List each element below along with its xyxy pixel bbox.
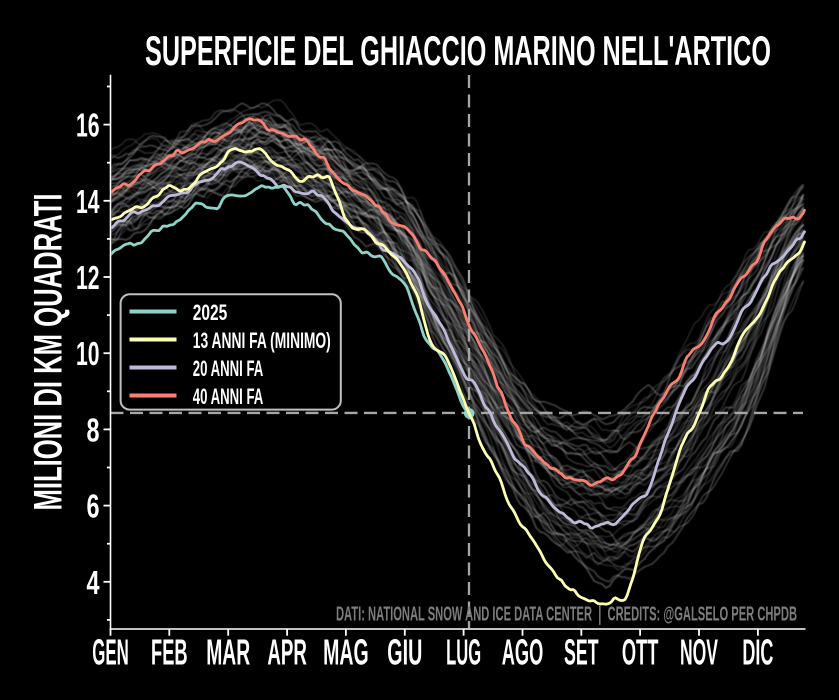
svg-text:20 ANNI FA: 20 ANNI FA — [193, 356, 263, 381]
svg-text:LUG: LUG — [446, 632, 481, 673]
svg-text:8: 8 — [87, 411, 100, 448]
svg-text:AGO: AGO — [502, 632, 544, 673]
svg-text:14: 14 — [76, 183, 100, 220]
svg-text:13 ANNI FA (MINIMO): 13 ANNI FA (MINIMO) — [193, 328, 331, 353]
svg-text:FEB: FEB — [151, 632, 188, 673]
svg-text:MAG: MAG — [323, 632, 369, 673]
svg-text:12: 12 — [76, 259, 100, 296]
svg-text:OTT: OTT — [622, 632, 659, 673]
svg-text:6: 6 — [87, 488, 100, 525]
svg-text:DATI: NATIONAL SNOW AND ICE DA: DATI: NATIONAL SNOW AND ICE DATA CENTER … — [336, 603, 797, 626]
svg-text:SET: SET — [564, 632, 599, 673]
svg-text:MILIONI DI KM QUADRATI: MILIONI DI KM QUADRATI — [27, 194, 71, 511]
svg-text:MAR: MAR — [206, 632, 250, 673]
svg-text:10: 10 — [76, 335, 100, 372]
svg-text:NOV: NOV — [680, 632, 718, 673]
svg-text:DIC: DIC — [742, 632, 773, 673]
svg-text:APR: APR — [267, 632, 307, 673]
svg-text:4: 4 — [87, 564, 100, 601]
svg-text:16: 16 — [76, 107, 100, 144]
svg-text:GIU: GIU — [387, 632, 422, 673]
svg-text:40 ANNI FA: 40 ANNI FA — [193, 384, 263, 409]
svg-text:GEN: GEN — [92, 632, 129, 673]
svg-text:2025: 2025 — [193, 300, 228, 325]
svg-text:SUPERFICIE DEL GHIACCIO MARINO: SUPERFICIE DEL GHIACCIO MARINO NELL'ARTI… — [145, 27, 771, 74]
